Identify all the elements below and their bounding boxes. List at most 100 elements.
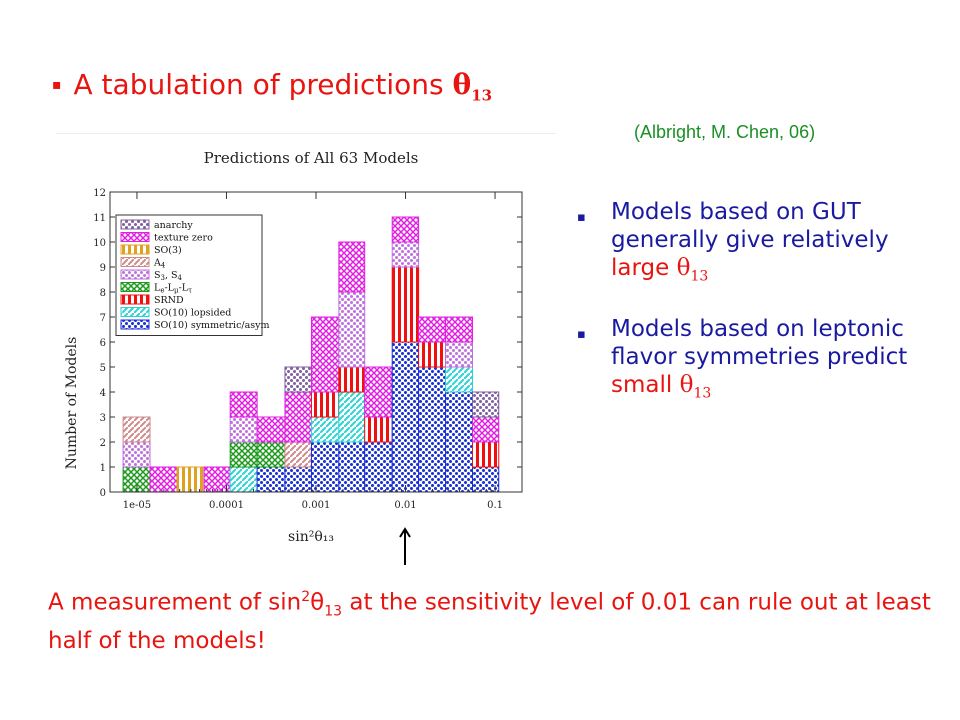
y-tick-label: 7 [100,313,106,324]
slide-title-text: A tabulation of predictions [73,68,453,101]
legend-swatch [120,307,150,317]
bullet-theta: θ13 [679,371,712,402]
y-tick-label: 5 [100,363,106,374]
bar-segment [229,466,258,493]
bullet-text: Models based on GUT generally give relat… [611,199,889,253]
bar-segment [391,216,420,243]
legend-swatch [120,282,150,292]
legend-label: S3​, S4​ [154,270,183,282]
bar-segment [176,466,205,493]
bar-segment [391,241,420,268]
theta-symbol: θ [679,371,694,398]
bar-segment [338,441,366,493]
slide-title-theta: θ [452,68,472,101]
slide-title: ▪ A tabulation of predictions θ13 [52,68,492,105]
bar-segment [418,366,447,493]
bar-segment [364,416,393,443]
bar-segment [418,341,447,368]
bar-segment [445,391,474,493]
legend-swatch [120,294,150,305]
bullet-theta: θ13 [676,255,709,285]
bullet-highlight: small [611,371,673,398]
conclusion-theta: θ [310,589,325,616]
legend-label: SO(3) [154,245,182,256]
bar-segment [364,441,393,493]
bar-segment [122,416,151,443]
bar-segment [284,466,312,493]
bar-segment [418,316,447,343]
x-tick-label: 0.1 [487,500,503,511]
y-axis-label: Number of Models [64,337,80,470]
bullet-text: Models based on leptonic flavor symmetri… [611,315,908,370]
legend-swatch [120,219,150,230]
y-tick-label: 4 [100,388,106,399]
square-bullet-icon: ▪ [577,326,586,342]
legend-swatch [120,257,150,267]
y-tick-label: 0 [100,488,106,499]
bar-segment [391,266,420,343]
chart-title: Predictions of All 63 Models [204,149,419,167]
square-bullet-icon: ▪ [577,210,586,225]
legend-swatch [120,244,150,255]
conclusion-subscript: 13 [324,603,343,620]
bar-segment [310,316,340,393]
conclusion-part3: at the sensitivity level of 0.01 can rul… [48,589,931,655]
y-tick-label: 11 [93,213,106,224]
y-tick-label: 8 [100,288,106,299]
legend-label: texture zero [154,233,213,244]
bar-segment [445,366,474,393]
x-tick-label: 1e-05 [123,500,151,511]
conclusion-part1: A measurement of sin [48,589,302,616]
slide-title-subscript: 13 [471,86,493,105]
legend-swatch [120,319,150,330]
bar-segment [256,416,286,443]
bars-group [122,216,500,493]
legend-label: SRND [154,295,184,306]
legend-swatch [120,269,150,280]
bar-segment [310,391,340,418]
bar-segment [364,366,393,418]
citation: (Albright, M. Chen, 06) [634,122,816,142]
bullet-leptonic: ▪ Models based on leptonic flavor symmetr… [577,315,947,408]
bar-segment [284,366,312,393]
square-bullet-icon: ▪ [52,77,62,93]
bar-segment [229,441,258,468]
bar-segment [310,416,340,443]
bar-segment [472,441,500,468]
y-tick-label: 2 [100,438,106,449]
theta-subscript: 13 [690,268,709,285]
bar-segment [445,316,474,343]
bar-segment [256,466,286,493]
bar-segment [122,441,151,468]
bar-segment [310,441,340,493]
bullet-gut: ▪ Models based on GUT generally give rela… [577,198,947,291]
conclusion-superscript: 2 [301,589,311,605]
bullet-list: ▪ Models based on GUT generally give rela… [577,198,947,431]
conclusion-text: A measurement of sin2θ13 at the sensitiv… [48,582,948,656]
legend-swatch [120,232,150,242]
legend-label: A4​ [153,258,166,270]
bar-segment [445,341,474,368]
y-tick-label: 1 [100,463,106,474]
x-tick-label: 0.01 [394,500,416,511]
x-tick-label: 0.0001 [209,500,244,511]
bullet-highlight: large [611,255,670,281]
legend-label: SO(10) symmetric/asym [154,320,270,331]
y-tick-label: 6 [100,338,106,349]
x-axis-label: sin²θ₁₃ [288,529,334,545]
y-tick-label: 12 [93,188,106,199]
legend-label: SO(10) lopsided [154,308,231,319]
legend-label: anarchy [154,220,193,231]
bar-segment [149,466,178,493]
bar-segment [284,441,312,468]
bar-segment [472,391,500,418]
bar-segment [229,416,258,443]
bar-segment [338,241,366,293]
legend-label: Le​-Lμ​-Lτ​ [154,283,192,295]
bar-segment [391,341,420,493]
bar-segment [338,391,366,443]
theta-symbol: θ [676,255,691,281]
